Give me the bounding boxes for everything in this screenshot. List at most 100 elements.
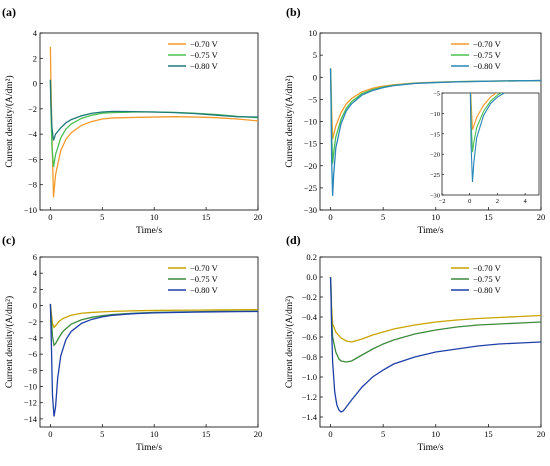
x-tick-label: 15 <box>202 212 211 222</box>
series-line-3 <box>49 79 258 141</box>
x-axis-label: Time/s <box>136 443 162 453</box>
panel-label: (b) <box>286 5 301 19</box>
y-tick-label: 0 <box>33 301 37 311</box>
legend-label: −0.75 V <box>473 274 502 284</box>
y-tick-label: 2 <box>33 53 37 63</box>
legend-label: −0.70 V <box>190 39 219 49</box>
inset-x-tick-label: −2 <box>439 198 446 205</box>
x-tick-label: 0 <box>48 429 52 439</box>
x-tick-label: 10 <box>432 429 441 439</box>
panel-d: (d) 0 5 10 15 20 0.2 0.0 −0.2 −0.4 −0.6 −0.8 −1.0 −1.… <box>284 233 545 453</box>
legend-label: −0.80 V <box>473 61 502 71</box>
legend-label: −0.80 V <box>190 285 219 295</box>
x-tick-label: 20 <box>254 429 263 439</box>
panel-label: (c) <box>2 233 15 247</box>
legend-label: −0.75 V <box>190 50 219 60</box>
y-tick-label: −0.6 <box>302 332 317 342</box>
y-tick-label: −10 <box>24 382 37 392</box>
series-line-3 <box>329 276 541 413</box>
panel-label: (d) <box>286 233 301 247</box>
x-tick-label: 10 <box>432 212 441 222</box>
x-tick-label: 0 <box>48 212 52 222</box>
inset-plot: −2 0 2 4−5−10−15−20−25−30 <box>430 91 540 205</box>
y-tick-label: −15 <box>304 139 317 149</box>
y-tick-label: −4 <box>28 129 38 139</box>
panel-b: (b)0 5 10 15 201050−5−10−15−20−25−30Time/sCu… <box>284 5 546 236</box>
legend-label: −0.70 V <box>473 39 502 49</box>
inset-y-tick-label: −5 <box>433 91 440 98</box>
inset-x-tick-label: 4 <box>524 198 528 205</box>
inset-x-tick-label: 0 <box>468 198 471 205</box>
y-tick-label: −10 <box>304 117 317 127</box>
inset-y-tick-label: −20 <box>430 152 440 159</box>
y-tick-label: −12 <box>24 398 37 408</box>
y-tick-label: −2 <box>28 317 37 327</box>
x-axis-label: Time/s <box>136 226 162 236</box>
y-axis-label: Current density/(A/dm²) <box>284 296 295 388</box>
y-tick-label: −1.2 <box>302 392 317 402</box>
y-tick-label: −0.4 <box>302 312 318 322</box>
y-tick-label: −5 <box>308 94 317 104</box>
y-tick-label: 5 <box>313 50 317 60</box>
series-line-1 <box>49 303 258 329</box>
series-line-2 <box>49 79 258 168</box>
y-tick-label: −6 <box>28 349 37 359</box>
y-tick-label: −0.2 <box>302 292 317 302</box>
series-line-1 <box>49 46 258 198</box>
series-line-2 <box>329 276 541 363</box>
y-tick-label: −30 <box>304 205 317 215</box>
inset-frame <box>441 92 540 196</box>
x-tick-label: 20 <box>537 212 546 222</box>
y-tick-label: −6 <box>28 154 37 164</box>
y-tick-label: −0.8 <box>302 352 317 362</box>
legend-label: −0.70 V <box>473 263 502 273</box>
y-axis-label: Current density/(A/dm²) <box>284 75 295 167</box>
y-tick-label: 4 <box>33 28 38 38</box>
panel-label: (a) <box>2 5 16 19</box>
inset-y-tick-label: −10 <box>430 111 440 118</box>
legend-label: −0.80 V <box>473 285 502 295</box>
x-tick-label: 15 <box>484 429 493 439</box>
inset-y-tick-label: −30 <box>430 193 440 200</box>
y-tick-label: −14 <box>24 414 38 424</box>
inset-y-tick-label: −25 <box>430 172 440 179</box>
y-tick-label: −10 <box>24 205 37 215</box>
legend-label: −0.70 V <box>190 263 219 273</box>
series-line-3 <box>49 303 258 417</box>
y-tick-label: −8 <box>28 365 37 375</box>
panel-c: (c)0 5 10 15 206420−2−4−6−8−10−12−14Time/sCu… <box>2 233 262 453</box>
plot-frame <box>39 32 259 211</box>
x-tick-label: 10 <box>150 212 159 222</box>
legend-label: −0.75 V <box>473 50 502 60</box>
y-tick-label: −20 <box>304 161 317 171</box>
legend-label: −0.80 V <box>190 61 219 71</box>
x-tick-label: 10 <box>150 429 159 439</box>
x-tick-label: 5 <box>381 429 385 439</box>
y-axis-label: Current density/(A/dm²) <box>4 296 15 388</box>
x-tick-label: 15 <box>484 212 493 222</box>
inset-x-tick-label: 2 <box>496 198 499 205</box>
x-tick-label: 5 <box>100 212 104 222</box>
x-tick-label: 5 <box>381 212 385 222</box>
inset-series-line-3 <box>469 93 506 182</box>
inset-series-line-1 <box>470 93 498 130</box>
series-line-1 <box>329 276 541 343</box>
y-tick-label: 0 <box>33 79 37 89</box>
y-tick-label: 0 <box>313 72 317 82</box>
y-tick-label: 10 <box>309 28 318 38</box>
y-tick-label: −1.0 <box>302 372 317 382</box>
y-tick-label: 0.2 <box>306 252 317 262</box>
y-tick-label: 2 <box>33 284 37 294</box>
inset-series-line-2 <box>470 93 503 153</box>
y-tick-label: −1.4 <box>302 412 318 422</box>
y-tick-label: −2 <box>28 104 37 114</box>
y-tick-label: 4 <box>33 268 38 278</box>
y-tick-label: 0.0 <box>306 272 317 282</box>
x-tick-label: 0 <box>328 212 332 222</box>
y-axis-label: Current density/(A/dm²) <box>4 75 15 167</box>
x-tick-label: 20 <box>537 429 546 439</box>
inset-y-tick-label: −15 <box>430 131 440 138</box>
series-line-3 <box>329 68 541 196</box>
